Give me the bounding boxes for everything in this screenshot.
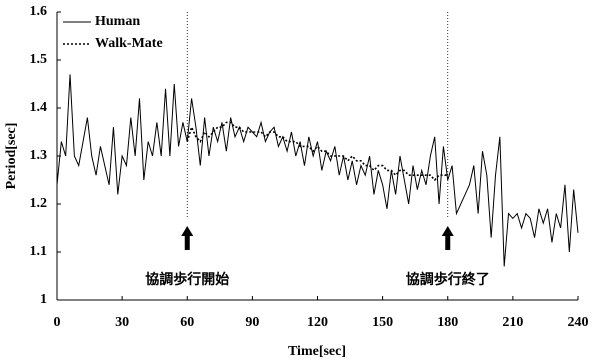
annotation-label: 協調歩行開始 — [145, 271, 229, 288]
y-tick-label: 1 — [40, 292, 47, 307]
y-tick-label: 1.5 — [30, 52, 48, 67]
arrow — [181, 226, 194, 250]
y-tick-label: 1.4 — [30, 100, 48, 115]
y-tick-label: 1.1 — [30, 244, 48, 259]
y-tick-label: 1.3 — [30, 148, 48, 163]
y-tick-label: 1.6 — [30, 4, 48, 19]
x-tick-label: 30 — [115, 315, 129, 330]
y-tick-label: 1.2 — [30, 196, 48, 211]
y-axis-label: Period[sec] — [4, 123, 19, 190]
x-axis-label: Time[sec] — [288, 344, 346, 359]
x-tick-label: 0 — [54, 315, 61, 330]
x-tick-label: 120 — [307, 315, 328, 330]
legend-label: Walk-Mate — [95, 36, 163, 51]
series-line — [186, 121, 448, 182]
x-tick-label: 180 — [437, 315, 458, 330]
annotation-label: 協調歩行終了 — [406, 271, 490, 288]
series-line — [56, 74, 579, 267]
x-tick-label: 210 — [502, 315, 523, 330]
legend-label: Human — [95, 14, 140, 29]
x-tick-label: 150 — [372, 315, 393, 330]
x-tick-label: 240 — [568, 315, 589, 330]
x-tick-label: 60 — [180, 315, 194, 330]
arrow — [441, 226, 454, 250]
x-tick-label: 90 — [245, 315, 259, 330]
